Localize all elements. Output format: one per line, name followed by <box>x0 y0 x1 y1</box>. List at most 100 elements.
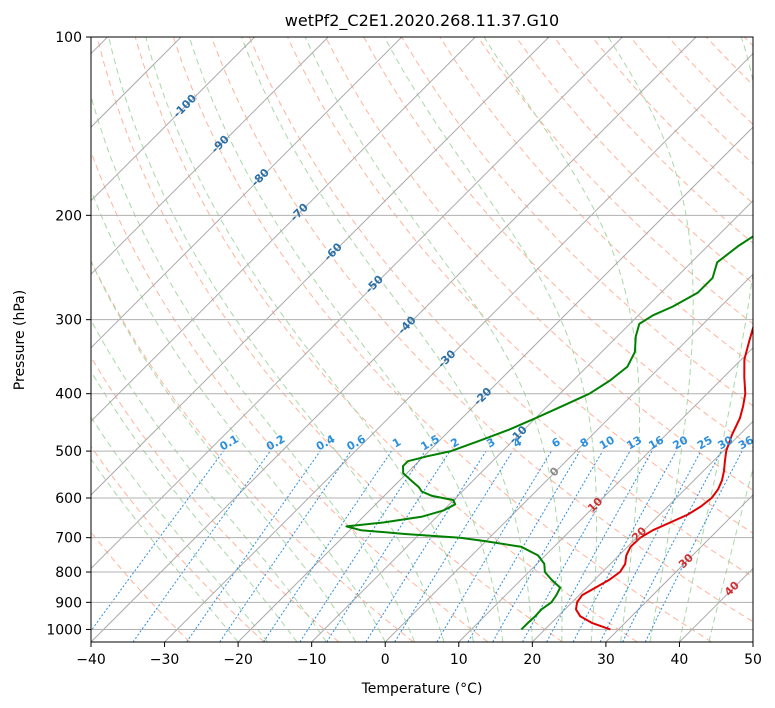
dry-adiabat-line <box>248 37 753 578</box>
isotherm-line <box>237 126 753 642</box>
mixing-ratio-line <box>467 450 581 642</box>
dry-adiabat-line <box>91 445 265 642</box>
isotherm-line <box>91 37 697 642</box>
dry-adiabat-line <box>91 259 414 642</box>
chart-title: wetPf2_C2E1.2020.268.11.37.G10 <box>285 11 559 31</box>
mixing-ratio-label: 0.4 <box>314 432 338 453</box>
mixing-ratio-line <box>219 450 352 642</box>
moist-adiabat-line <box>607 37 694 642</box>
pressure-grid <box>91 37 753 630</box>
isotherm-line <box>752 641 753 642</box>
moist-adiabat-line <box>483 37 641 642</box>
isotherm-line <box>458 347 753 642</box>
x-tick-label: −10 <box>297 652 327 668</box>
mixing-ratio-line <box>492 450 604 642</box>
y-tick-label: 100 <box>55 30 82 46</box>
dry-adiabat-line <box>553 37 753 244</box>
dry-adiabat-line <box>96 37 563 642</box>
profile-lines <box>345 235 753 631</box>
isotherm-label: 0 <box>547 464 562 479</box>
isotherm-line <box>311 199 753 642</box>
isotherm-line <box>384 273 753 642</box>
isotherm-line <box>605 494 753 642</box>
dry-adiabat-line <box>591 37 753 204</box>
mixing-ratio-label: 13 <box>624 433 644 452</box>
moist-adiabat-line <box>241 37 533 642</box>
x-axis-label: Temperature (°C) <box>361 681 483 697</box>
mixing-ratio-line <box>263 450 392 642</box>
mixing-ratio-line <box>132 450 271 642</box>
x-tick-label: −30 <box>150 652 180 668</box>
mixing-ratio-label: 10 <box>597 433 617 452</box>
dry-adiabat-line <box>91 356 340 642</box>
mixing-ratio-line <box>365 450 487 642</box>
isotherm-line <box>91 37 256 202</box>
isotherm-label: -30 <box>435 347 458 370</box>
moist-adiabat-line <box>91 416 268 642</box>
mixing-ratio-line <box>326 450 451 642</box>
y-tick-label: 200 <box>55 208 82 224</box>
dry-adiabat-line <box>515 37 753 284</box>
x-tick-label: 0 <box>381 652 390 668</box>
mixing-ratio-line <box>394 450 514 642</box>
y-tick-label: 400 <box>55 387 82 403</box>
isotherm-label: -80 <box>249 166 272 189</box>
background-lines <box>91 37 753 642</box>
y-tick-label: 700 <box>55 531 82 547</box>
isotherm-line <box>91 37 550 496</box>
mixing-ratio-line <box>572 450 677 642</box>
dry-adiabat-line <box>134 37 638 642</box>
x-tick-label: −40 <box>76 652 106 668</box>
isotherm-line <box>91 37 623 570</box>
mixing-ratio-label: 1 <box>390 435 403 450</box>
y-tick-label: 500 <box>55 444 82 460</box>
dry-adiabat-line <box>667 37 753 126</box>
y-axis-label: Pressure (hPa) <box>12 290 28 390</box>
isotherm-line <box>531 420 753 642</box>
dry-adiabat-line <box>325 37 753 491</box>
mixing-ratio-line <box>546 450 653 642</box>
dewpoint-series-line <box>345 235 753 631</box>
x-tick-label: 30 <box>597 652 615 668</box>
moist-adiabat-line <box>91 188 386 642</box>
moist-adiabat-line <box>188 37 504 642</box>
temperature-series-line <box>575 324 753 631</box>
dry-adiabat-line <box>91 531 191 642</box>
mixing-ratio-line <box>522 450 631 642</box>
moist-adiabat-line <box>678 37 753 642</box>
mixing-ratio-line <box>299 450 426 642</box>
mixing-ratio-label: 3 <box>484 435 497 450</box>
moist-adiabat-line <box>384 37 598 642</box>
y-tick-label: 600 <box>55 491 82 507</box>
mixing-ratio-label: 20 <box>670 433 690 452</box>
moist-adiabat-line <box>91 319 327 642</box>
isotherm-label: -50 <box>363 273 386 296</box>
y-tick-label: 900 <box>55 595 82 611</box>
isotherm-line <box>91 37 329 275</box>
mixing-ratio-line <box>599 450 702 642</box>
moist-adiabat-line <box>91 370 298 642</box>
mixing-ratio-label: 36 <box>736 433 756 452</box>
dry-adiabat-line <box>287 37 753 534</box>
mixing-ratio-line <box>622 450 722 642</box>
mixing-ratio-label: 0.1 <box>217 432 240 453</box>
y-tick-label: 800 <box>55 565 82 581</box>
mixing-ratio-label: 25 <box>695 433 715 452</box>
isotherm-label: 40 <box>722 578 742 598</box>
y-axis: 100 200 300 400 500 600 700 800 900 1000 <box>46 30 91 638</box>
dry-adiabat-line <box>210 37 753 623</box>
x-tick-label: 50 <box>744 652 762 668</box>
y-tick-label: 1000 <box>46 622 82 638</box>
mixing-ratio-line <box>644 450 743 642</box>
dry-adiabat-line <box>705 37 753 86</box>
dry-adiabat-line <box>172 37 713 642</box>
mixing-ratio-label: 0.2 <box>264 432 287 453</box>
moist-adiabat-line <box>304 37 563 642</box>
x-tick-label: 10 <box>450 652 468 668</box>
mixing-ratio-line <box>91 450 224 632</box>
plot-frame <box>90 36 754 643</box>
isotherm-label: -20 <box>471 385 494 408</box>
mixing-ratio-line <box>186 450 321 642</box>
moist-adiabat-line <box>145 37 474 642</box>
